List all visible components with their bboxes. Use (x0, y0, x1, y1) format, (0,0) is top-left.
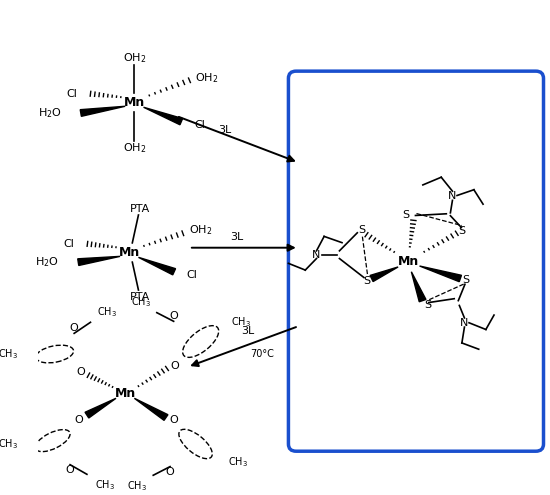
Text: OH$_2$: OH$_2$ (195, 71, 218, 85)
Text: Mn: Mn (119, 246, 140, 259)
Text: CH$_3$: CH$_3$ (97, 305, 117, 319)
Text: O: O (166, 467, 174, 477)
Text: O: O (169, 311, 178, 321)
Text: 3L: 3L (241, 326, 255, 336)
Text: S: S (458, 226, 465, 236)
Text: 70°C: 70°C (250, 349, 274, 359)
Text: PTA: PTA (130, 204, 151, 214)
Text: 3L: 3L (218, 125, 232, 135)
Text: O: O (170, 360, 179, 371)
Text: N: N (460, 318, 469, 328)
Text: Cl: Cl (63, 239, 74, 249)
Polygon shape (78, 256, 120, 265)
Polygon shape (420, 266, 461, 282)
Polygon shape (80, 106, 125, 116)
Text: S: S (358, 225, 365, 235)
Text: PTA: PTA (130, 292, 151, 302)
Text: O: O (65, 465, 74, 475)
Text: Cl: Cl (186, 270, 197, 280)
Text: H$_2$O: H$_2$O (35, 255, 59, 269)
Text: S: S (403, 210, 410, 220)
Text: CH$_3$: CH$_3$ (126, 479, 147, 493)
Text: N: N (448, 191, 456, 200)
Text: OH$_2$: OH$_2$ (189, 223, 213, 237)
Text: CH$_3$: CH$_3$ (131, 295, 151, 309)
Text: Cl: Cl (67, 89, 77, 99)
Text: O: O (75, 415, 84, 425)
Polygon shape (411, 272, 426, 302)
Polygon shape (139, 257, 175, 275)
Text: N: N (312, 249, 321, 260)
Text: Mn: Mn (124, 96, 145, 109)
Polygon shape (85, 398, 116, 418)
Text: Cl: Cl (195, 120, 206, 130)
Text: CH$_3$: CH$_3$ (0, 347, 18, 361)
Text: S: S (425, 300, 432, 310)
Text: Mn: Mn (398, 255, 419, 268)
Text: Mn: Mn (114, 387, 136, 400)
Polygon shape (144, 107, 183, 125)
Text: O: O (76, 367, 85, 377)
Polygon shape (370, 267, 398, 282)
Text: O: O (70, 323, 79, 333)
Text: 3L: 3L (230, 232, 243, 242)
Polygon shape (134, 398, 168, 420)
Text: S: S (363, 276, 370, 287)
Text: CH$_3$: CH$_3$ (228, 455, 248, 469)
Text: OH$_2$: OH$_2$ (123, 51, 146, 65)
Text: OH$_2$: OH$_2$ (123, 141, 146, 155)
Text: O: O (169, 415, 178, 425)
Text: CH$_3$: CH$_3$ (232, 315, 251, 329)
Text: S: S (462, 275, 469, 286)
Text: H$_2$O: H$_2$O (38, 106, 62, 120)
Text: CH$_3$: CH$_3$ (0, 437, 18, 451)
FancyBboxPatch shape (288, 71, 543, 451)
Text: CH$_3$: CH$_3$ (95, 478, 114, 492)
